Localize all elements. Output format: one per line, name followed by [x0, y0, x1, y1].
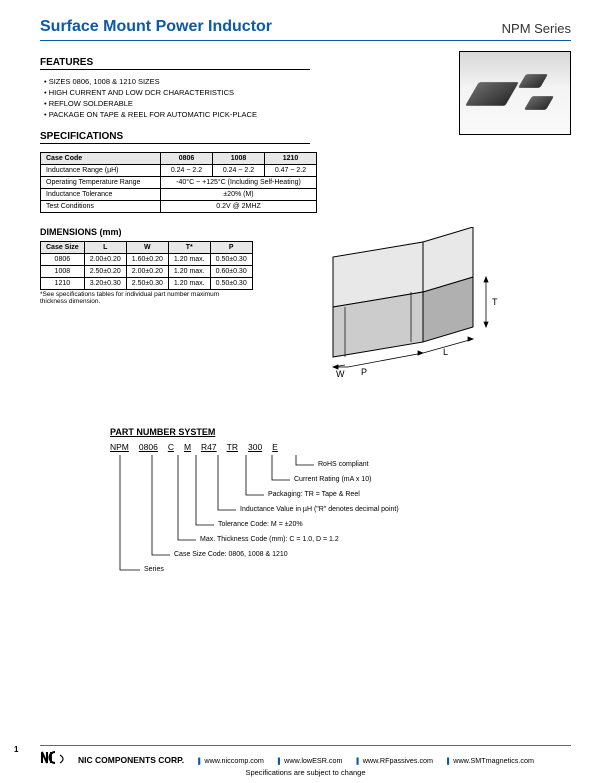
logo-icon	[40, 749, 70, 765]
dims-cell: 1.20 max.	[168, 265, 210, 277]
pns-heading: PART NUMBER SYSTEM	[110, 427, 510, 437]
spec-col: 1008	[213, 152, 265, 164]
part-number-system: PART NUMBER SYSTEM NPM 0806 C M R47 TR 3…	[110, 427, 510, 587]
pns-part: 0806	[139, 442, 158, 452]
page-number: 1	[14, 745, 18, 754]
dims-table: Case Size L W T* P 0806 2.00±0.20 1.60±0…	[40, 241, 253, 290]
footer-link: www.SMTmagnetics.com	[447, 756, 534, 765]
footer-link: www.RFpassives.com	[356, 756, 433, 765]
svg-text:P: P	[361, 367, 367, 377]
pns-desc: RoHS compliant	[318, 461, 369, 468]
pns-part: TR	[227, 442, 238, 452]
dims-cell: 0.60±0.30	[210, 265, 252, 277]
footer-corp: NIC COMPONENTS CORP.	[78, 755, 184, 765]
pns-desc: Inductance Value in µH ("R" denotes deci…	[240, 506, 399, 513]
pns-codes: NPM 0806 C M R47 TR 300 E	[110, 442, 510, 452]
footer-sub: Specifications are subject to change	[40, 768, 571, 777]
feature-item: HIGH CURRENT AND LOW DCR CHARACTERISTICS	[44, 88, 445, 99]
spec-col: 0806	[161, 152, 213, 164]
dims-cell: 0.50±0.30	[210, 253, 252, 265]
dims-cell: 1008	[41, 265, 85, 277]
feature-item: PACKAGE ON TAPE & REEL FOR AUTOMATIC PIC…	[44, 110, 445, 121]
product-photo	[459, 51, 571, 135]
pns-desc: Case Size Code: 0806, 1008 & 1210	[174, 551, 288, 558]
dims-col: Case Size	[41, 241, 85, 253]
spec-cell: 0.24 ~ 2.2	[213, 164, 265, 176]
pns-part: NPM	[110, 442, 129, 452]
dims-col: W	[126, 241, 168, 253]
dims-cell: 2.00±0.20	[84, 253, 126, 265]
spec-col: 1210	[265, 152, 317, 164]
dims-cell: 2.50±0.30	[126, 277, 168, 289]
features-heading: FEATURES	[40, 57, 310, 70]
dimension-drawing: W P L T	[303, 227, 503, 377]
header: Surface Mount Power Inductor NPM Series	[40, 18, 571, 41]
spec-cell: ±20% (M)	[161, 188, 317, 200]
dims-cell: 1210	[41, 277, 85, 289]
dims-col: T*	[168, 241, 210, 253]
feature-item: SIZES 0806, 1008 & 1210 SIZES	[44, 77, 445, 88]
spec-label: Inductance Range (µH)	[41, 164, 161, 176]
spec-cell: 0.47 ~ 2.2	[265, 164, 317, 176]
chip-icon	[524, 96, 554, 110]
pns-part: R47	[201, 442, 217, 452]
features-list: SIZES 0806, 1008 & 1210 SIZES HIGH CURRE…	[40, 77, 445, 121]
dims-cell: 2.50±0.20	[84, 265, 126, 277]
pns-desc: Max. Thickness Code (mm): C = 1.0, D = 1…	[200, 536, 339, 543]
spec-label: Test Conditions	[41, 200, 161, 212]
pns-desc: Packaging: TR = Tape & Reel	[268, 491, 360, 498]
pns-desc: Series	[144, 566, 164, 573]
pns-desc: Current Rating (mA x 10)	[294, 476, 371, 483]
svg-text:W: W	[336, 369, 345, 377]
svg-text:L: L	[443, 347, 448, 357]
dims-col: P	[210, 241, 252, 253]
pns-part: 300	[248, 442, 262, 452]
series-label: NPM Series	[502, 21, 571, 36]
footer-link: www.niccomp.com	[198, 756, 264, 765]
spec-label: Inductance Tolerance	[41, 188, 161, 200]
spec-cell: 0.24 ~ 2.2	[161, 164, 213, 176]
footer: 1 NIC COMPONENTS CORP. www.niccomp.com w…	[0, 745, 603, 777]
dims-cell: 0806	[41, 253, 85, 265]
feature-item: REFLOW SOLDERABLE	[44, 99, 445, 110]
dims-col: L	[84, 241, 126, 253]
dims-cell: 1.20 max.	[168, 277, 210, 289]
footer-link: www.lowESR.com	[278, 756, 343, 765]
chip-icon	[465, 82, 519, 106]
specs-heading: SPECIFICATIONS	[40, 131, 310, 144]
spec-label: Operating Temperature Range	[41, 176, 161, 188]
dims-cell: 0.50±0.30	[210, 277, 252, 289]
dims-note: *See specifications tables for individua…	[40, 291, 240, 305]
dims-cell: 1.20 max.	[168, 253, 210, 265]
pns-desc: Tolerance Code: M = ±20%	[218, 521, 303, 528]
spec-col: Case Code	[41, 152, 161, 164]
pns-part: M	[184, 442, 191, 452]
page-title: Surface Mount Power Inductor	[40, 18, 272, 36]
spec-cell: 0.2V @ 2MHZ	[161, 200, 317, 212]
chip-icon	[518, 74, 548, 88]
svg-text:T: T	[492, 297, 498, 307]
dims-heading: DIMENSIONS (mm)	[40, 227, 253, 237]
dims-cell: 1.60±0.20	[126, 253, 168, 265]
pns-part: C	[168, 442, 174, 452]
pns-part: E	[272, 442, 278, 452]
specs-table: Case Code 0806 1008 1210 Inductance Rang…	[40, 152, 317, 213]
spec-cell: -40°C ~ +125°C (Including Self-Heating)	[161, 176, 317, 188]
dims-cell: 3.20±0.30	[84, 277, 126, 289]
dims-cell: 2.00±0.20	[126, 265, 168, 277]
